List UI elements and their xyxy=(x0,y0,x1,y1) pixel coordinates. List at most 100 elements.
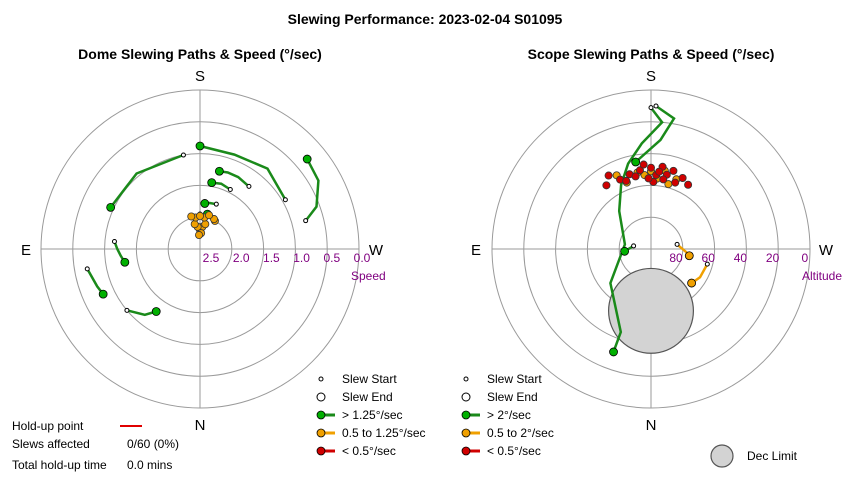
dome-tick-label: 1.0 xyxy=(293,251,310,265)
scope-tick-label: 80 xyxy=(669,251,683,265)
figure-title: Slewing Performance: 2023-02-04 S01095 xyxy=(288,11,563,27)
legend-slew-start-marker xyxy=(318,376,324,382)
legend-fast-marker xyxy=(461,410,471,420)
dome-slew-end-point xyxy=(302,154,312,164)
holdup-time-value: 0.0 mins xyxy=(127,458,172,472)
scope-point-slow xyxy=(639,160,648,169)
scope-subtitle: Scope Slewing Paths & Speed (°/sec) xyxy=(528,46,775,62)
scope-radial-label: Altitude xyxy=(802,269,842,283)
scope-tick-label: 60 xyxy=(702,251,716,265)
dome-path-fast xyxy=(198,144,287,201)
legend-mid-marker xyxy=(461,428,471,438)
legend-label-mid: 0.5 to 2°/sec xyxy=(487,426,554,440)
legend-label-end: Slew End xyxy=(342,390,393,404)
legend-fast-marker xyxy=(316,410,326,420)
legend-label-fast: > 2°/sec xyxy=(487,408,531,422)
legend-slow-marker xyxy=(461,446,471,456)
dome-slew-start-point xyxy=(303,218,309,224)
legend-label-end: Slew End xyxy=(487,390,538,404)
dome-slew-end-point xyxy=(195,141,205,151)
scope-slew-end-point xyxy=(687,278,697,288)
scope-path-fast xyxy=(609,106,664,354)
dome-slew-end-point xyxy=(106,202,116,212)
dome-tick-label: 0.5 xyxy=(323,251,340,265)
scope-dir-left: E xyxy=(471,242,481,259)
legend-slew-end-marker xyxy=(316,392,326,402)
scope-point-slow xyxy=(647,163,656,172)
dome-slew-start-point xyxy=(213,201,219,207)
legend-label-slow: < 0.5°/sec xyxy=(342,444,396,458)
dome-radial-label: Speed xyxy=(351,269,386,283)
dome-tick-label: 1.5 xyxy=(263,251,280,265)
legend-slow-marker xyxy=(316,446,326,456)
dec-limit-legend: Dec Limit xyxy=(710,444,798,468)
dome-legend: Slew Start Slew End > 1.25°/sec 0.5 to 1.25… xyxy=(316,372,426,458)
dome-polar-grid xyxy=(40,89,360,409)
dome-slew-end-point xyxy=(207,178,217,188)
dome-point-mid xyxy=(187,212,196,221)
scope-legend: Slew Start Slew End > 2°/sec 0.5 to 2°/sec <… xyxy=(461,372,554,458)
legend-mid-marker xyxy=(316,428,326,438)
dome-chart: Dome Slewing Paths & Speed (°/sec) S N E… xyxy=(21,46,386,434)
dome-tick-label: 0.0 xyxy=(354,251,371,265)
slews-affected-label: Slews affected xyxy=(12,437,90,451)
dec-limit-label: Dec Limit xyxy=(747,449,798,463)
dome-slew-end-point xyxy=(120,257,130,267)
dome-path-fast xyxy=(125,309,158,317)
legend-label-start: Slew Start xyxy=(342,372,397,386)
dome-slew-start-point xyxy=(84,266,90,272)
dome-point-mid xyxy=(195,231,204,240)
dome-slew-end-point xyxy=(214,166,224,176)
dome-slew-start-point xyxy=(180,152,186,158)
dec-limit-swatch xyxy=(710,444,734,468)
dome-slew-start-point xyxy=(227,186,233,192)
scope-dir-top: S xyxy=(646,68,656,85)
dome-path-fast xyxy=(86,267,105,296)
scope-plot-area xyxy=(602,103,710,357)
scope-slew-end-point xyxy=(684,251,694,261)
dome-plot-area xyxy=(84,141,320,317)
scope-point-slow xyxy=(635,166,644,175)
scope-radial-ticks: 80 60 40 20 0 xyxy=(669,251,808,265)
scope-point-slow xyxy=(659,175,668,184)
scope-point-slow xyxy=(604,171,613,180)
scope-point-slow xyxy=(644,174,653,183)
scope-point-slow xyxy=(631,172,640,181)
legend-slew-start-marker xyxy=(463,376,469,382)
scope-slew-end-point xyxy=(620,246,630,256)
dome-dir-top: S xyxy=(195,68,205,85)
dome-point-mid xyxy=(201,220,210,229)
scope-polar-grid xyxy=(491,89,811,409)
dome-path-fast xyxy=(109,153,185,209)
holdup-point-label: Hold-up point xyxy=(12,419,84,433)
dome-dir-left: E xyxy=(21,242,31,259)
scope-point-slow xyxy=(602,181,611,190)
legend-label-slow: < 0.5°/sec xyxy=(487,444,541,458)
scope-point-slow xyxy=(671,178,680,187)
scope-point-slow xyxy=(669,166,678,175)
dome-point-mid xyxy=(195,211,204,220)
dome-point-mid xyxy=(205,211,214,220)
scope-point-slow xyxy=(684,180,693,189)
dome-slew-start-point xyxy=(246,183,252,189)
scope-slew-start-point xyxy=(653,103,659,109)
holdup-time-label: Total hold-up time xyxy=(12,458,107,472)
dome-slew-start-point xyxy=(111,239,117,245)
scope-point-slow xyxy=(655,167,664,176)
holdup-info: Hold-up point Slews affected 0/60 (0%) T… xyxy=(12,419,179,472)
scope-chart: Scope Slewing Paths & Speed (°/sec) S N … xyxy=(471,46,842,434)
scope-slew-start-point xyxy=(631,243,637,249)
scope-dir-right: W xyxy=(819,242,834,259)
dome-point-mid xyxy=(190,220,199,229)
scope-slew-start-point xyxy=(648,105,654,111)
dome-dir-bottom: N xyxy=(195,417,206,434)
legend-label-start: Slew Start xyxy=(487,372,542,386)
dome-subtitle: Dome Slewing Paths & Speed (°/sec) xyxy=(78,46,322,62)
legend-label-mid: 0.5 to 1.25°/sec xyxy=(342,426,426,440)
scope-tick-label: 40 xyxy=(734,251,748,265)
scope-slew-end-point xyxy=(631,157,641,167)
legend-label-fast: > 1.25°/sec xyxy=(342,408,403,422)
dome-slew-start-point xyxy=(282,197,288,203)
legend-slew-end-marker xyxy=(461,392,471,402)
